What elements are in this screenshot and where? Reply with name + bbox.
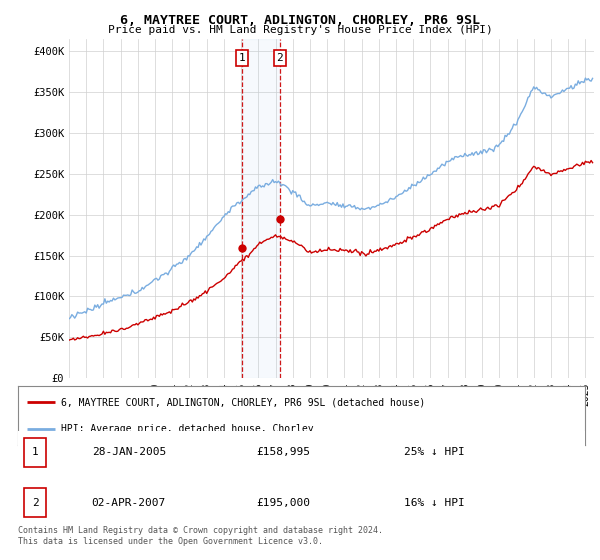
Bar	[242, 39, 280, 378]
Text: 16% ↓ HPI: 16% ↓ HPI	[404, 498, 464, 507]
Text: 6, MAYTREE COURT, ADLINGTON, CHORLEY, PR6 9SL: 6, MAYTREE COURT, ADLINGTON, CHORLEY, PR…	[120, 14, 480, 27]
Text: 1: 1	[32, 447, 38, 457]
FancyBboxPatch shape	[23, 437, 46, 467]
Text: £158,995: £158,995	[256, 447, 310, 457]
Text: 2: 2	[32, 498, 38, 507]
Text: Contains HM Land Registry data © Crown copyright and database right 2024.
This d: Contains HM Land Registry data © Crown c…	[18, 526, 383, 546]
Text: 28-JAN-2005: 28-JAN-2005	[92, 447, 166, 457]
FancyBboxPatch shape	[23, 488, 46, 517]
Text: 1: 1	[239, 53, 246, 63]
Text: 02-APR-2007: 02-APR-2007	[92, 498, 166, 507]
Text: 2: 2	[277, 53, 283, 63]
Text: 25% ↓ HPI: 25% ↓ HPI	[404, 447, 464, 457]
Text: 6, MAYTREE COURT, ADLINGTON, CHORLEY, PR6 9SL (detached house): 6, MAYTREE COURT, ADLINGTON, CHORLEY, PR…	[61, 397, 425, 407]
Text: HPI: Average price, detached house, Chorley: HPI: Average price, detached house, Chor…	[61, 424, 313, 435]
Text: Price paid vs. HM Land Registry's House Price Index (HPI): Price paid vs. HM Land Registry's House …	[107, 25, 493, 35]
Text: £195,000: £195,000	[256, 498, 310, 507]
